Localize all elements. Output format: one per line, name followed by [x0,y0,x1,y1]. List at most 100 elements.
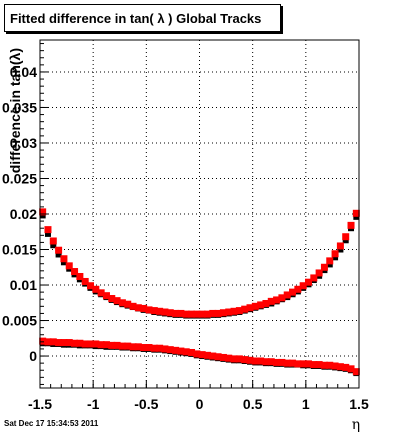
data-point [230,307,238,315]
data-point [209,309,217,317]
data-point [172,346,180,354]
data-point [267,297,275,305]
data-point [337,246,344,253]
x-tick-label: 1.5 [349,396,369,412]
x-tick-labels: -1.5 -1 -0.5 0 0.5 1 1.5 [28,396,369,412]
data-point [225,354,233,362]
y-tick-label: 0.01 [10,277,37,293]
chart-title-box: Fitted difference in tan( λ ) Global Tra… [4,4,281,32]
data-point [257,357,265,365]
data-point [278,294,286,302]
data-point [235,307,243,315]
data-point [113,341,121,349]
data-point [315,269,323,277]
data-point [219,353,227,361]
x-tick-label: 0 [196,396,204,412]
data-point [251,302,259,310]
data-point [310,361,318,369]
data-point [71,268,79,276]
data-point [49,237,57,245]
data-point [97,289,105,297]
series-red [39,208,360,376]
axis-ticks [39,43,360,388]
data-point [108,295,116,303]
data-point [87,282,95,290]
data-point [267,358,275,366]
data-point [39,337,47,345]
data-point [262,358,270,366]
data-point [81,277,89,285]
data-point [182,310,190,318]
y-tick-label: 0.025 [2,170,37,186]
data-point [161,345,169,353]
data-point [177,347,185,355]
data-point [235,355,243,363]
data-point [320,361,328,369]
data-point [289,288,297,296]
data-point [71,339,79,347]
data-markers [39,208,360,377]
data-point [102,292,110,300]
data-point [209,352,217,360]
data-point [150,307,158,315]
data-point [55,339,63,347]
data-point [342,363,350,371]
data-point [225,308,233,316]
data-point [50,242,57,249]
data-point [353,213,360,220]
data-point [113,297,121,305]
data-point [251,357,259,365]
data-point [39,212,46,219]
data-point [166,309,174,317]
data-point [76,339,84,347]
data-point [65,262,73,270]
data-point [331,362,339,370]
data-point [44,338,52,346]
data-point [49,338,57,346]
data-point [315,361,323,369]
x-axis-label: η [352,417,360,433]
data-point [219,309,227,317]
data-point [124,342,132,350]
data-point [188,310,196,318]
data-point [299,360,307,368]
data-point [347,221,355,229]
data-point [304,278,312,286]
data-point [87,340,95,348]
data-point [352,368,360,376]
data-point [304,360,312,368]
data-point [326,261,333,268]
data-point [156,307,164,315]
data-point [134,343,142,351]
data-point [129,302,137,310]
y-tick-label: 0.035 [2,99,37,115]
data-point [241,356,249,364]
data-point [140,304,148,312]
y-tick-label: 0.04 [10,64,37,80]
chart-title: Fitted difference in tan( λ ) Global Tra… [10,10,262,26]
data-point [39,208,47,216]
data-point [331,250,339,258]
data-point [262,299,270,307]
data-point [203,310,211,318]
data-point [294,360,302,368]
data-point [150,344,158,352]
data-point [92,340,100,348]
data-point [336,363,344,371]
data-point [145,344,153,352]
data-point [214,353,222,361]
data-point [65,339,73,347]
data-point [172,309,180,317]
y-axis-label: difference in tan(λ) [7,48,23,173]
data-point [342,237,349,244]
data-point [289,359,297,367]
data-point [299,282,307,290]
data-point [320,263,328,271]
data-point [246,304,254,312]
data-point [193,350,201,358]
data-point [283,291,291,299]
data-point [283,359,291,367]
x-tick-label: 0.5 [243,396,263,412]
y-tick-label: 0.015 [2,242,37,258]
data-point [76,272,84,280]
